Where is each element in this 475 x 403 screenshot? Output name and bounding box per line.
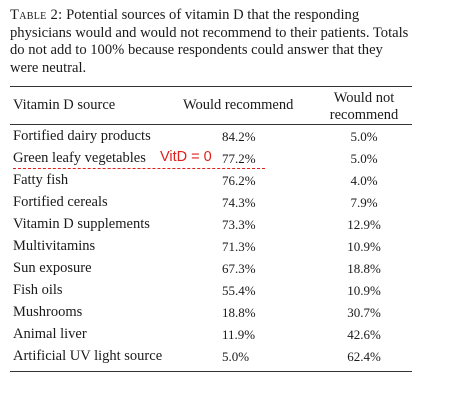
cell-not-recommend: 7.9% xyxy=(350,195,378,210)
cell-not-recommend: 5.0% xyxy=(350,129,378,144)
table-row: Green leafy vegetables VitD = 0 77.2% 5.… xyxy=(10,148,412,170)
cell-recommend: 67.3% xyxy=(222,261,256,276)
cell-source: Fortified dairy products xyxy=(13,128,151,144)
cell-source: Fatty fish xyxy=(13,172,69,188)
cell-source: Fish oils xyxy=(13,282,63,298)
cell-not-recommend: 10.9% xyxy=(347,239,381,254)
caption-text: Potential sources of vitamin D that the … xyxy=(10,7,409,76)
table-row: Mushrooms 18.8% 30.7% xyxy=(10,302,412,324)
cell-recommend: 5.0% xyxy=(222,349,250,364)
cell-not-recommend: 10.9% xyxy=(347,283,381,298)
cell-recommend: 77.2% xyxy=(222,151,256,166)
cell-source: Animal liver xyxy=(13,326,87,342)
cell-not-recommend: 30.7% xyxy=(347,305,381,320)
table-row: Animal liver 11.9% 42.6% xyxy=(10,324,412,346)
cell-not-recommend: 12.9% xyxy=(347,217,381,232)
table-row: Fortified dairy products 84.2% 5.0% xyxy=(10,126,412,148)
header-would-recommend: Would recommend xyxy=(183,97,294,113)
cell-recommend: 18.8% xyxy=(222,305,256,320)
header-bottom-rule xyxy=(10,124,412,125)
cell-source: Fortified cereals xyxy=(13,194,108,210)
table-row: Fish oils 55.4% 10.9% xyxy=(10,280,412,302)
handwritten-annotation: VitD = 0 xyxy=(160,149,212,165)
table-row: Sun exposure 67.3% 18.8% xyxy=(10,258,412,280)
cell-not-recommend: 62.4% xyxy=(347,349,381,364)
header-would-not-line2: recommend xyxy=(329,107,399,123)
cell-recommend: 55.4% xyxy=(222,283,256,298)
cell-source: Vitamin D supplements xyxy=(13,216,150,232)
cell-source: Green leafy vegetables xyxy=(13,150,146,166)
cell-recommend: 76.2% xyxy=(222,173,256,188)
header-would-not-recommend: Would not recommend xyxy=(324,90,404,124)
table-bottom-rule xyxy=(10,371,412,372)
cell-recommend: 11.9% xyxy=(222,327,256,342)
table-row: Artificial UV light source 5.0% 62.4% xyxy=(10,346,412,368)
table-caption: Table 2: Potential sources of vitamin D … xyxy=(10,7,412,77)
cell-recommend: 84.2% xyxy=(222,129,256,144)
cell-source: Artificial UV light source xyxy=(13,348,163,364)
cell-source: Mushrooms xyxy=(13,304,83,320)
cell-not-recommend: 4.0% xyxy=(350,173,378,188)
annotation-dashed-underline xyxy=(13,168,265,169)
table-row: Multivitamins 71.3% 10.9% xyxy=(10,236,412,258)
caption-label: Table 2: xyxy=(10,7,63,23)
table-row: Fatty fish 76.2% 4.0% xyxy=(10,170,412,192)
cell-recommend: 71.3% xyxy=(222,239,256,254)
cell-not-recommend: 5.0% xyxy=(350,151,378,166)
cell-not-recommend: 42.6% xyxy=(347,327,381,342)
header-would-not-line1: Would not xyxy=(333,90,395,106)
cell-recommend: 73.3% xyxy=(222,217,256,232)
header-source: Vitamin D source xyxy=(13,97,116,113)
table-row: Fortified cereals 74.3% 7.9% xyxy=(10,192,412,214)
cell-source: Sun exposure xyxy=(13,260,92,276)
cell-recommend: 74.3% xyxy=(222,195,256,210)
cell-not-recommend: 18.8% xyxy=(347,261,381,276)
cell-source: Multivitamins xyxy=(13,238,96,254)
table-top-rule xyxy=(10,86,412,87)
table-row: Vitamin D supplements 73.3% 12.9% xyxy=(10,214,412,236)
